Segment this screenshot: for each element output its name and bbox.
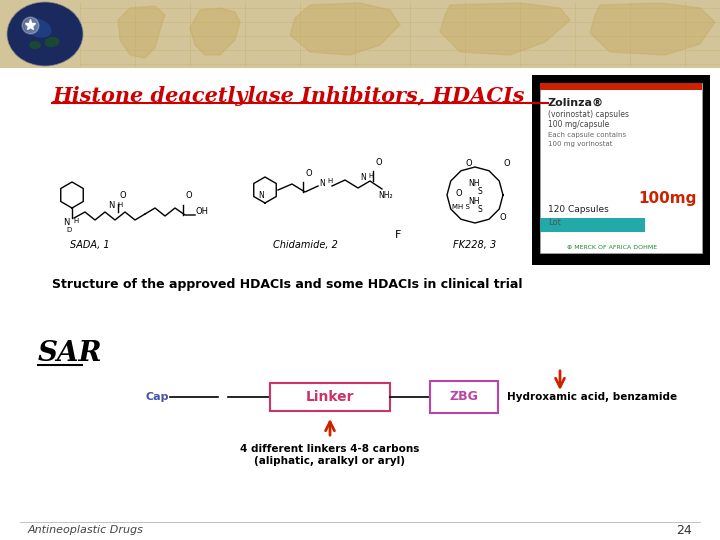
Bar bbox=[540, 83, 702, 90]
Polygon shape bbox=[190, 8, 240, 55]
Text: 4 different linkers 4-8 carbons
(aliphatic, aralkyl or aryl): 4 different linkers 4-8 carbons (aliphat… bbox=[240, 444, 420, 465]
Text: 100mg: 100mg bbox=[638, 191, 696, 206]
Text: Lot: Lot bbox=[548, 218, 561, 227]
Ellipse shape bbox=[29, 41, 41, 49]
Text: Antineoplastic Drugs: Antineoplastic Drugs bbox=[28, 525, 144, 535]
Text: Hydroxamic acid, benzamide: Hydroxamic acid, benzamide bbox=[507, 392, 677, 402]
Bar bbox=[532, 75, 710, 265]
Text: NH₂: NH₂ bbox=[378, 192, 392, 200]
Text: Structure of the approved HDACIs and some HDACIs in clinical trial: Structure of the approved HDACIs and som… bbox=[52, 278, 523, 291]
Polygon shape bbox=[590, 3, 715, 55]
Bar bbox=[540, 218, 645, 232]
Text: F: F bbox=[395, 230, 401, 240]
Text: O: O bbox=[185, 191, 192, 200]
Text: N: N bbox=[319, 179, 325, 187]
Text: ⊕ MERCK OF AFRICA DOHME: ⊕ MERCK OF AFRICA DOHME bbox=[567, 245, 657, 250]
Text: O: O bbox=[120, 191, 127, 200]
Text: Chidamide, 2: Chidamide, 2 bbox=[273, 240, 338, 250]
Text: H: H bbox=[73, 218, 78, 224]
Text: (vorinostat) capsules: (vorinostat) capsules bbox=[548, 110, 629, 119]
Text: O: O bbox=[455, 188, 462, 198]
Text: H: H bbox=[368, 173, 373, 179]
Text: SADA, 1: SADA, 1 bbox=[70, 240, 110, 250]
Text: Zolinza®: Zolinza® bbox=[548, 98, 604, 108]
Bar bbox=[0, 0, 720, 68]
Text: N: N bbox=[108, 201, 114, 210]
Polygon shape bbox=[118, 6, 165, 58]
Text: SAR: SAR bbox=[38, 340, 103, 367]
Text: Histone deacetlylase Inhibitors, HDACIs: Histone deacetlylase Inhibitors, HDACIs bbox=[52, 86, 524, 106]
Text: MH S: MH S bbox=[452, 204, 470, 210]
Text: O: O bbox=[500, 213, 507, 221]
Ellipse shape bbox=[45, 37, 60, 47]
Text: D: D bbox=[66, 227, 71, 233]
Text: OH: OH bbox=[196, 207, 209, 217]
Text: 120 Capsules: 120 Capsules bbox=[548, 205, 608, 214]
Ellipse shape bbox=[24, 18, 52, 38]
Text: S: S bbox=[478, 187, 482, 197]
Text: FK228, 3: FK228, 3 bbox=[454, 240, 497, 250]
Text: 100 mg/capsule: 100 mg/capsule bbox=[548, 120, 609, 129]
Text: Linker: Linker bbox=[306, 390, 354, 404]
Text: 100 mg vorinostat: 100 mg vorinostat bbox=[548, 141, 613, 147]
Text: O: O bbox=[503, 159, 510, 167]
Bar bbox=[270, 383, 390, 411]
Text: O: O bbox=[465, 159, 472, 167]
Text: Each capsule contains: Each capsule contains bbox=[548, 132, 626, 138]
Text: N: N bbox=[258, 192, 264, 200]
Bar bbox=[430, 381, 498, 413]
Text: ZBG: ZBG bbox=[449, 390, 478, 403]
Polygon shape bbox=[290, 3, 400, 55]
Text: NH: NH bbox=[468, 179, 480, 187]
Text: S: S bbox=[478, 206, 482, 214]
Bar bbox=[20, 108, 530, 273]
Text: NH: NH bbox=[468, 198, 480, 206]
Text: N: N bbox=[63, 218, 69, 227]
Text: O: O bbox=[375, 158, 382, 167]
Text: N: N bbox=[360, 173, 366, 183]
Bar bbox=[540, 83, 702, 253]
Text: H: H bbox=[327, 178, 332, 184]
Polygon shape bbox=[440, 3, 570, 55]
Text: O: O bbox=[305, 169, 312, 178]
Ellipse shape bbox=[7, 2, 83, 66]
Text: H: H bbox=[117, 202, 122, 208]
Text: Cap: Cap bbox=[145, 392, 168, 402]
Text: 24: 24 bbox=[676, 523, 692, 537]
